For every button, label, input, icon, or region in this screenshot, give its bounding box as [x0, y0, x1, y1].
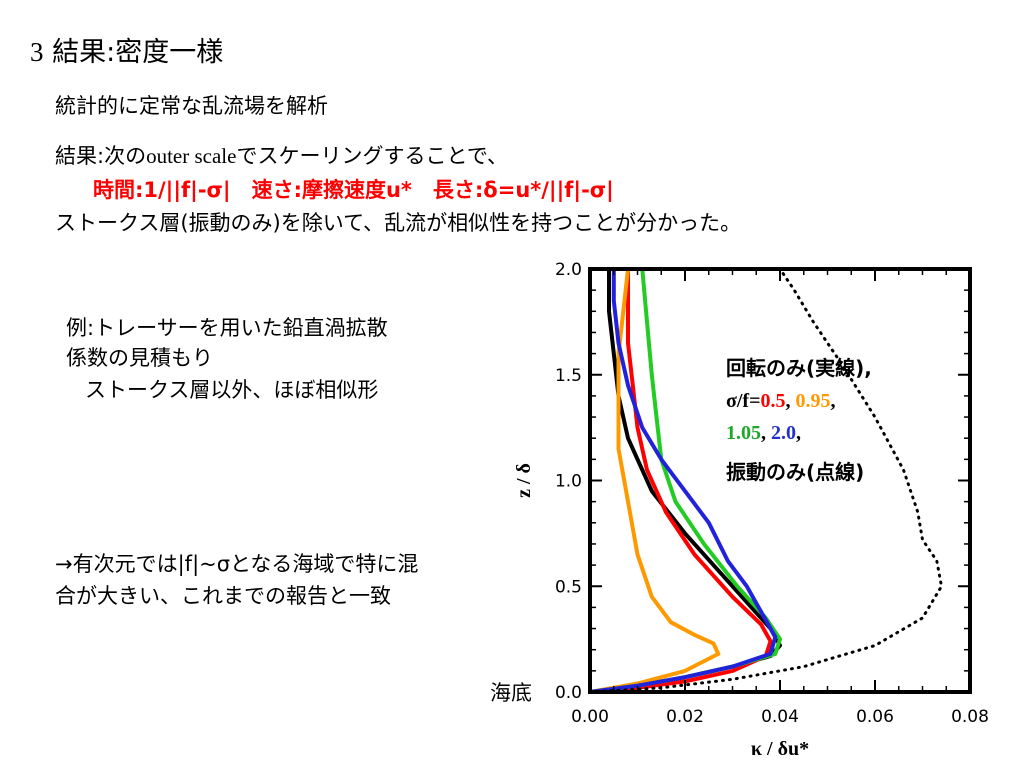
y-tick-label: 0.5 — [555, 577, 582, 597]
x-tick-label: 0.04 — [761, 707, 799, 727]
similarity-line: ストークス層(振動のみ)を除いて、乱流が相似性を持つことが分かった。 — [55, 211, 742, 235]
title-text: 結果:密度一様 — [52, 37, 224, 68]
title-number: 3 — [30, 37, 44, 67]
legend-comma-2: , — [796, 422, 801, 444]
legend-sep-2: , — [761, 422, 771, 444]
diffusivity-chart: 0.00 0.02 0.04 0.06 0.08 0.0 0.5 1.0 1.5 2.0 κ / δ… — [513, 260, 989, 760]
result-line-b: outer scale — [146, 144, 237, 168]
series-line-4 — [588, 267, 778, 694]
result-line-a: 結果:次の — [55, 144, 147, 168]
legend-comma: , — [830, 390, 836, 412]
series-line-1 — [588, 267, 773, 694]
scaling-line: 時間:1/||f|-σ| 速さ:摩擦速度u* 長さ:δ=u*/||f|-σ| — [93, 178, 614, 202]
y-axis-label: z / δ — [513, 463, 535, 498]
x-tick-label: 0.08 — [951, 707, 989, 727]
legend-values-1: σ/f=0.5, 0.95, — [726, 390, 836, 413]
y-tick-label: 1.0 — [555, 472, 582, 492]
x-tick-label: 0.02 — [666, 707, 704, 727]
legend-prefix: σ/f= — [726, 390, 761, 412]
intro-line: 統計的に定常な乱流場を解析 — [55, 94, 328, 118]
legend-rotation: 回転のみ(実線), — [726, 356, 872, 380]
y-tick-label: 2.0 — [555, 260, 582, 280]
x-tick-label: 0.06 — [856, 707, 894, 727]
y-tick-label: 1.5 — [555, 366, 582, 386]
example-line-3: ストークス層以外、ほぼ相似形 — [85, 378, 379, 402]
result-line: 結果:次のouter scaleでスケーリングすることで、 — [55, 140, 508, 170]
example-line-2: 係数の見積もり — [66, 346, 213, 370]
conclusion-line-1: →有次元では|f|~σとなる海域で特に混 — [55, 552, 419, 576]
example-line-1: 例:トレーサーを用いた鉛直渦拡散 — [66, 316, 388, 340]
page-title: 3 結果:密度一様 — [30, 30, 223, 69]
series-line-2 — [588, 267, 721, 694]
y-tick-label: 0.0 — [555, 683, 582, 703]
legend-values-2: 1.05, 2.0, — [726, 422, 801, 445]
series-line-5 — [588, 267, 943, 694]
legend-value-0-95: 0.95 — [795, 390, 831, 412]
legend-value-0-5: 0.5 — [760, 390, 786, 412]
x-axis-label: κ / δu* — [751, 738, 809, 760]
seabed-label: 海底 — [490, 681, 532, 705]
legend-value-2-0: 2.0 — [771, 422, 796, 444]
conclusion-line-2: 合が大きい、これまでの報告と一致 — [55, 584, 391, 608]
legend-sep: , — [785, 390, 796, 412]
x-tick-label: 0.00 — [571, 707, 609, 727]
result-line-c: でスケーリングすることで、 — [236, 144, 508, 168]
legend-oscillation: 振動のみ(点線) — [726, 460, 865, 484]
legend-value-1-05: 1.05 — [726, 422, 761, 444]
